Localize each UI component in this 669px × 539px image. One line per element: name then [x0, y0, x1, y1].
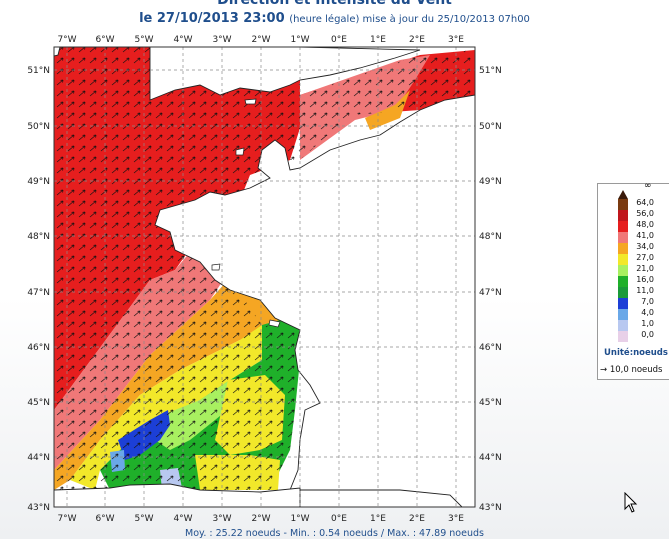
legend-level-label: 1,0 [641, 319, 654, 328]
lon-label: 3°W [212, 514, 231, 524]
legend-level-label: 11,0 [636, 286, 654, 295]
lat-label: 44°N [27, 453, 50, 463]
stats-footer: Moy. : 25.22 noeuds - Min. : 0.54 noeuds… [185, 528, 484, 539]
lon-label: 3°E [448, 35, 464, 45]
lon-label: 3°W [212, 35, 231, 45]
color-legend: ∞ 64,0 56,0 48,0 41,0 34,0 27,0 21,0 16,0 11,0 7,… [597, 181, 669, 380]
lon-label: 6°W [95, 35, 114, 45]
legend-level-label: 16,0 [636, 275, 654, 284]
lat-label: 51°N [479, 66, 502, 76]
legend-level-label: 41,0 [636, 231, 654, 240]
lon-label: 0°E [331, 514, 347, 524]
legend-swatch [618, 331, 628, 342]
lon-label: 7°W [57, 514, 76, 524]
lon-label: 2°E [409, 35, 425, 45]
map-grid [54, 47, 475, 507]
wind-field [54, 47, 475, 507]
legend-swatch [618, 232, 628, 243]
lat-label: 49°N [27, 177, 50, 187]
lon-label: 1°W [290, 514, 309, 524]
lat-label: 46°N [479, 343, 502, 353]
legend-swatch [618, 298, 628, 309]
legend-swatch [618, 243, 628, 254]
lon-label: 1°W [290, 35, 309, 45]
lon-label: 4°W [173, 35, 192, 45]
legend-level-label: 0,0 [641, 330, 654, 339]
lon-label: 6°W [95, 514, 114, 524]
legend-top-symbol: ∞ [644, 181, 652, 191]
page-subtitle: le 27/10/2013 23:00 (heure légale) mise … [0, 11, 669, 26]
legend-swatch [618, 254, 628, 265]
lat-label: 43°N [479, 503, 502, 513]
map-frame [53, 46, 476, 508]
reference-arrow-icon: → [600, 365, 608, 375]
reference-vector: → 10,0 noeuds [600, 365, 662, 375]
lat-labels-left: 51°N 50°N 49°N 48°N 47°N 46°N 45°N 44°N … [27, 66, 50, 513]
lat-label: 44°N [479, 453, 502, 463]
legend-level-label: 48,0 [636, 220, 654, 229]
lon-label: 2°W [251, 35, 270, 45]
lat-label: 48°N [479, 232, 502, 242]
legend-level-label: 64,0 [636, 198, 654, 207]
lat-label: 45°N [479, 398, 502, 408]
legend-swatch [618, 210, 628, 221]
legend-overflow-triangle [618, 190, 628, 199]
page-title: Direction et Intensité du Vent [217, 0, 452, 8]
lat-label: 45°N [27, 398, 50, 408]
lon-label: 4°W [173, 514, 192, 524]
lat-label: 47°N [479, 288, 502, 298]
legend-swatch [618, 276, 628, 287]
legend-level-label: 21,0 [636, 264, 654, 273]
lat-label: 43°N [27, 503, 50, 513]
lon-labels-bottom: 7°W 6°W 5°W 4°W 3°W 2°W 1°W 0°E 1°E 2°E … [57, 514, 464, 524]
forecast-date: le 27/10/2013 23:00 [139, 11, 285, 26]
mouse-pointer-icon [624, 492, 638, 513]
lon-label: 2°E [409, 514, 425, 524]
land-france [154, 94, 475, 507]
lon-labels-top: 7°W 6°W 5°W 4°W 3°W 2°W 1°W 0°E 1°E 2°E … [57, 35, 464, 45]
legend-swatch [618, 265, 628, 276]
lat-label: 50°N [479, 122, 502, 132]
lon-label: 2°W [251, 514, 270, 524]
lon-label: 5°W [134, 514, 153, 524]
legend-swatch [618, 309, 628, 320]
legend-swatch [618, 221, 628, 232]
legend-swatch [618, 199, 628, 210]
update-note: (heure légale) mise à jour du 25/10/2013… [289, 14, 530, 25]
lat-label: 50°N [27, 122, 50, 132]
lat-label: 49°N [479, 177, 502, 187]
legend-swatch [618, 320, 628, 331]
legend-level-label: 34,0 [636, 242, 654, 251]
lat-label: 48°N [27, 232, 50, 242]
lat-label: 46°N [27, 343, 50, 353]
legend-level-label: 56,0 [636, 209, 654, 218]
lon-label: 1°E [370, 514, 386, 524]
legend-unit: Unité:noeuds [604, 348, 668, 358]
land-spain [54, 483, 301, 507]
lon-label: 3°E [448, 514, 464, 524]
reference-value: 10,0 noeuds [609, 365, 663, 375]
lat-labels-right: 51°N 50°N 49°N 48°N 47°N 46°N 45°N 44°N … [479, 66, 502, 513]
lat-label: 51°N [27, 66, 50, 76]
lon-label: 0°E [331, 35, 347, 45]
lat-label: 47°N [27, 288, 50, 298]
lon-label: 1°E [370, 35, 386, 45]
lon-label: 5°W [134, 35, 153, 45]
legend-swatch [618, 287, 628, 298]
lon-label: 7°W [57, 35, 76, 45]
legend-level-label: 7,0 [641, 297, 654, 306]
legend-level-label: 27,0 [636, 253, 654, 262]
legend-level-label: 4,0 [641, 308, 654, 317]
